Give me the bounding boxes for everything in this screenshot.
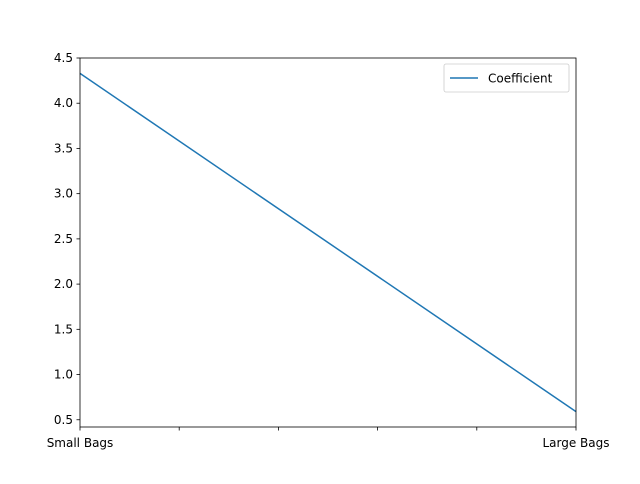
legend-box (443, 63, 570, 93)
legend: Coefficient (443, 63, 570, 93)
legend-label-0: Coefficient (488, 72, 553, 86)
y-tick-label: 0.5 (54, 413, 73, 427)
y-tick-label: 4.0 (54, 96, 73, 110)
y-tick-label: 2.5 (54, 232, 73, 246)
axes: 0.5 1.0 1.5 2.0 2.5 3.0 3.5 4.0 4.5 Small Bags Lar… (47, 51, 610, 450)
y-tick-label: 1.5 (54, 322, 73, 336)
y-tick-label: 2.0 (54, 277, 73, 291)
y-tick-label: 4.5 (54, 51, 73, 65)
plot-area (79, 58, 577, 427)
axes-frame (79, 57, 577, 428)
series-line-0 (79, 72, 577, 413)
y-tick-label: 3.0 (54, 187, 73, 201)
x-tick-label: Small Bags (47, 436, 114, 450)
y-tick-label: 1.0 (54, 368, 73, 382)
y-tick-label: 3.5 (54, 141, 73, 155)
x-tick-label: Large Bags (542, 436, 609, 450)
